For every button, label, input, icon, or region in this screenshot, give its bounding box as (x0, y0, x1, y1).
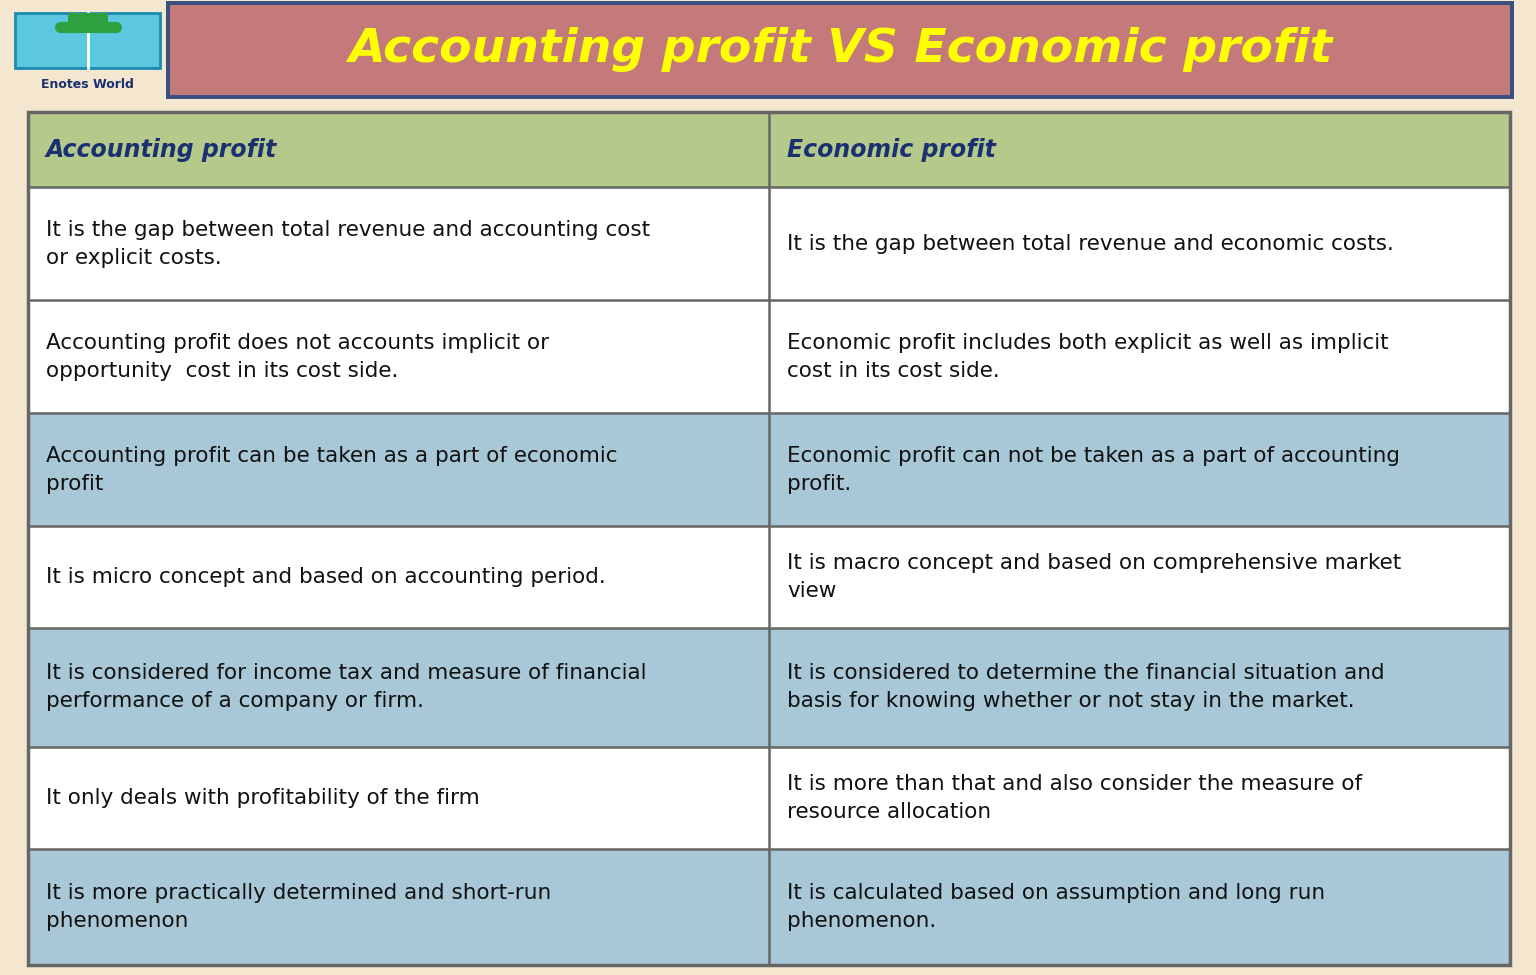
Text: It is the gap between total revenue and economic costs.: It is the gap between total revenue and … (786, 234, 1393, 254)
Bar (28, 300, 770, 413)
Text: It is considered for income tax and measure of financial
performance of a compan: It is considered for income tax and meas… (46, 663, 647, 712)
Text: It is macro concept and based on comprehensive market
view: It is macro concept and based on compreh… (786, 553, 1401, 602)
Text: It is more practically determined and short-run
phenomenon: It is more practically determined and sh… (46, 883, 551, 931)
Bar (28, 526, 770, 628)
Bar (770, 112, 1510, 187)
Text: It only deals with profitability of the firm: It only deals with profitability of the … (46, 788, 479, 807)
Text: It is the gap between total revenue and accounting cost
or explicit costs.: It is the gap between total revenue and … (46, 219, 650, 268)
Text: Accounting profit does not accounts implicit or
opportunity  cost in its cost si: Accounting profit does not accounts impl… (46, 332, 550, 380)
Bar (28, 747, 770, 849)
Bar (166, 1, 1514, 99)
Bar (28, 112, 770, 187)
Text: Accounting profit VS Economic profit: Accounting profit VS Economic profit (347, 27, 1332, 72)
Bar (28, 628, 770, 747)
Bar (68, 13, 108, 31)
Bar (28, 187, 770, 300)
Text: Enotes World: Enotes World (41, 79, 134, 92)
Bar (770, 413, 1510, 526)
Bar (15, 13, 160, 68)
Bar (28, 849, 770, 965)
Bar (770, 526, 1510, 628)
Text: Economic profit can not be taken as a part of accounting
profit.: Economic profit can not be taken as a pa… (786, 446, 1399, 493)
Bar (770, 300, 1510, 413)
Bar (770, 187, 1510, 300)
Bar (28, 413, 770, 526)
Bar (770, 849, 1510, 965)
Text: Accounting profit can be taken as a part of economic
profit: Accounting profit can be taken as a part… (46, 446, 617, 493)
Bar (770, 747, 1510, 849)
Text: It is calculated based on assumption and long run
phenomenon.: It is calculated based on assumption and… (786, 883, 1326, 931)
Text: Economic profit includes both explicit as well as implicit
cost in its cost side: Economic profit includes both explicit a… (786, 332, 1389, 380)
Text: It is more than that and also consider the measure of
resource allocation: It is more than that and also consider t… (786, 774, 1362, 822)
Bar (170, 5, 1510, 95)
Text: Economic profit: Economic profit (786, 137, 995, 162)
Bar (28, 112, 1510, 965)
Text: Accounting profit: Accounting profit (46, 137, 278, 162)
Text: It is micro concept and based on accounting period.: It is micro concept and based on account… (46, 567, 605, 587)
Bar (770, 628, 1510, 747)
Text: It is considered to determine the financial situation and
basis for knowing whet: It is considered to determine the financ… (786, 663, 1384, 712)
